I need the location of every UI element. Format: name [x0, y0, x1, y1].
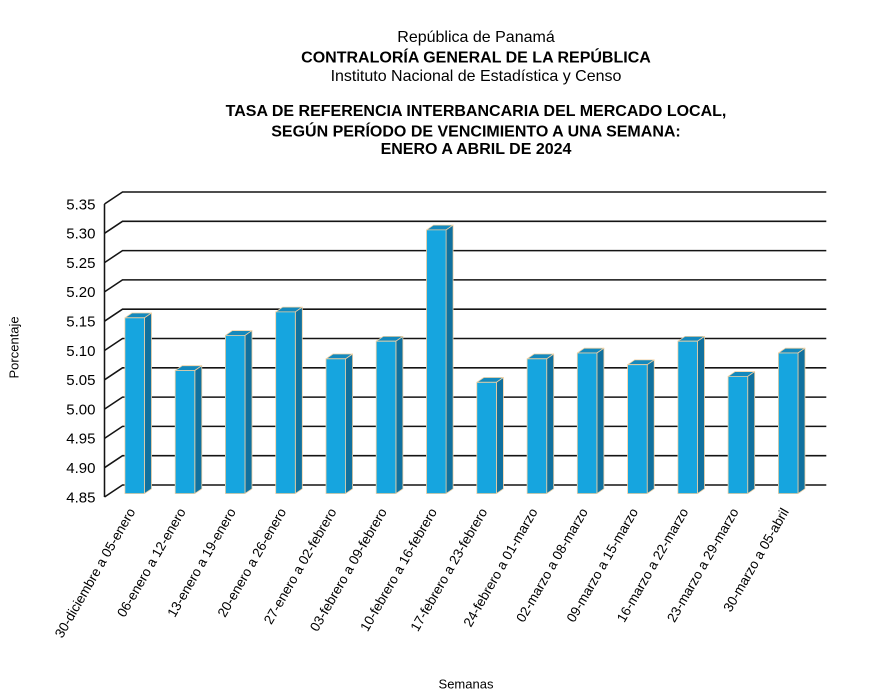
svg-text:5.00: 5.00: [66, 401, 95, 418]
svg-text:TASA DE REFERENCIA INTERBANCAR: TASA DE REFERENCIA INTERBANCARIA DEL MER…: [226, 103, 727, 120]
svg-text:República de Panamá: República de Panamá: [397, 29, 555, 46]
svg-text:5.10: 5.10: [66, 343, 95, 360]
svg-text:5.25: 5.25: [66, 255, 95, 272]
svg-text:Semanas: Semanas: [439, 677, 494, 692]
svg-text:Porcentaje: Porcentaje: [7, 316, 22, 378]
svg-text:Instituto Nacional de Estadíst: Instituto Nacional de Estadística y Cens…: [331, 68, 622, 85]
svg-text:4.90: 4.90: [66, 460, 95, 477]
svg-text:5.20: 5.20: [66, 284, 95, 301]
svg-text:CONTRALORÍA GENERAL DE LA REPÚ: CONTRALORÍA GENERAL DE LA REPÚBLICA: [301, 47, 651, 66]
svg-text:SEGÚN PERÍODO DE VENCIMIENTO A: SEGÚN PERÍODO DE VENCIMIENTO A UNA SEMAN…: [271, 121, 681, 140]
svg-text:5.30: 5.30: [66, 226, 95, 243]
svg-text:ENERO A ABRIL DE 2024: ENERO A ABRIL DE 2024: [381, 141, 572, 158]
svg-text:4.95: 4.95: [66, 431, 95, 448]
svg-text:5.35: 5.35: [66, 196, 95, 213]
svg-text:4.85: 4.85: [66, 489, 95, 506]
svg-text:5.05: 5.05: [66, 372, 95, 389]
svg-text:5.15: 5.15: [66, 314, 95, 331]
